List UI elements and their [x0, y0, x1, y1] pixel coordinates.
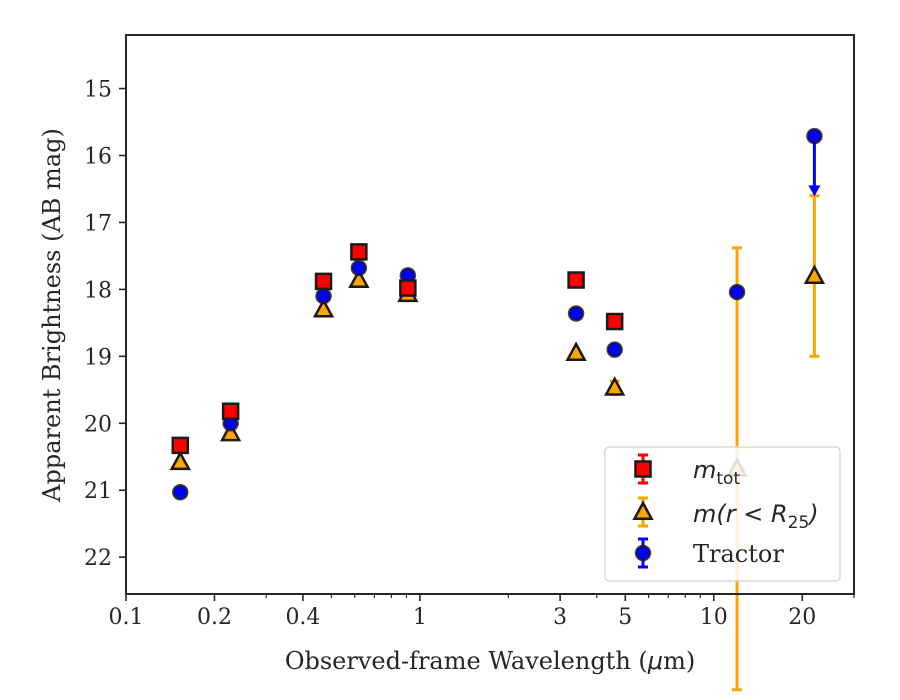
x-tick-label-1: 0.2 — [197, 605, 232, 630]
legend-marker-tractor — [634, 544, 652, 562]
point-tot-1 — [221, 402, 240, 420]
y-tick-label-3: 18 — [84, 278, 112, 303]
x-tick-label-5: 5 — [618, 605, 632, 630]
legend-label-mtot: mtot — [693, 456, 740, 489]
y-tick-label-0: 15 — [84, 78, 112, 103]
point-tractor-2 — [315, 287, 332, 305]
x-tick-label-2: 0.4 — [285, 605, 320, 630]
point-r25-1 — [219, 421, 242, 442]
y-tick-label-1: 16 — [84, 145, 112, 170]
point-r25-6 — [604, 376, 626, 396]
point-tractor-0 — [172, 483, 189, 501]
point-tractor-7 — [728, 283, 746, 301]
x-axis-ticks: 0.1 0.2 0.4 1 3 5 10 20 — [109, 594, 855, 630]
point-tot-5 — [567, 271, 585, 289]
point-tractor-3 — [350, 259, 368, 277]
point-r25-3 — [348, 268, 370, 289]
legend-label-mr25: m(r < R25) — [693, 500, 819, 533]
point-tractor-5 — [567, 305, 585, 322]
point-tot-2 — [314, 272, 333, 291]
y-tick-label-4: 19 — [84, 345, 112, 370]
legend-label-tractor: Tractor — [693, 540, 784, 568]
point-tractor-6 — [606, 341, 623, 358]
legend-frame — [604, 446, 841, 582]
y-tick-label-6: 21 — [84, 479, 112, 504]
x-tick-label-3: 1 — [413, 605, 427, 630]
x-tick-label-4: 3 — [553, 605, 567, 630]
point-tot-6 — [605, 312, 624, 331]
point-r25-0 — [169, 450, 191, 471]
point-r25-2 — [312, 297, 335, 318]
y-axis-ticks: 15 16 17 18 19 20 21 22 — [84, 78, 126, 571]
x-tick-label-7: 20 — [788, 605, 816, 630]
point-r25-8 — [803, 264, 826, 285]
x-tick-label-6: 10 — [700, 605, 728, 630]
legend: mtot m(r < R25) Tractor — [604, 446, 841, 582]
x-axis-title-unit: μ — [647, 647, 663, 675]
y-tick-label-7: 22 — [84, 546, 112, 571]
y-tick-label-2: 17 — [84, 211, 112, 236]
legend-marker-tot — [634, 460, 652, 478]
legend-marker-r25 — [632, 500, 654, 520]
y-tick-label-5: 20 — [84, 412, 112, 437]
point-tot-0 — [171, 436, 190, 455]
y-axis-title: Apparent Brightness (AB mag) — [38, 128, 66, 503]
point-r25-5 — [565, 341, 587, 361]
point-tractor-8 — [806, 127, 823, 145]
data-marks — [169, 127, 826, 692]
point-tot-4 — [399, 279, 417, 297]
x-tick-label-0: 0.1 — [109, 605, 144, 630]
upper-limit-arrow-tractor — [808, 185, 821, 197]
x-axis-title: Observed-frame Wavelength (μm) — [285, 647, 695, 675]
plot-frame — [125, 34, 855, 595]
point-tot-3 — [350, 243, 368, 261]
